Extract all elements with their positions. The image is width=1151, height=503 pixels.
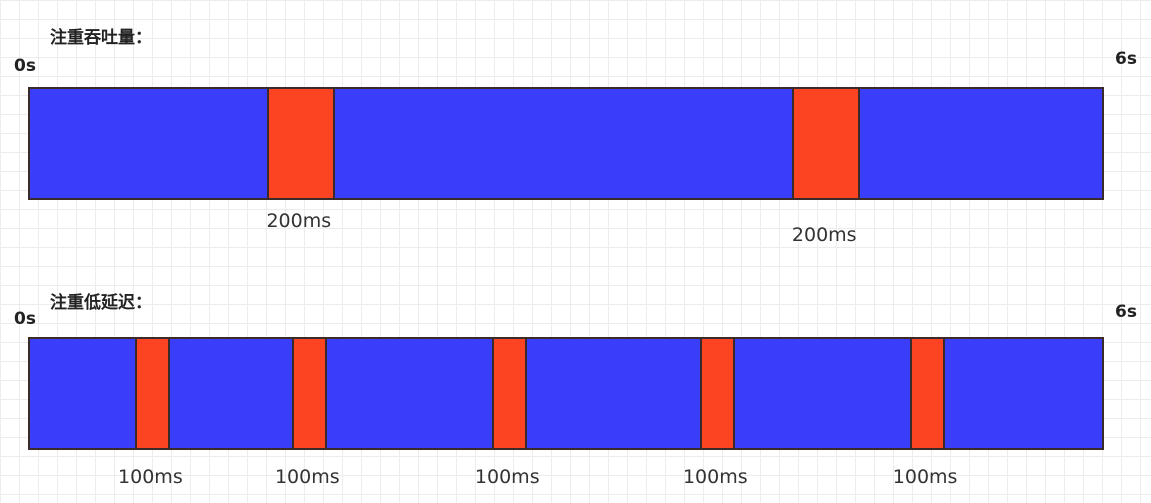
throughput-pause-segment bbox=[792, 89, 861, 198]
throughput-pause-segment bbox=[266, 89, 335, 198]
throughput-pause-label: 200ms bbox=[266, 210, 332, 232]
throughput-end-label: 6s bbox=[1115, 49, 1137, 69]
latency-pause-segment bbox=[291, 339, 327, 448]
throughput-start-label: 0s bbox=[14, 56, 36, 76]
latency-end-label: 6s bbox=[1115, 302, 1137, 322]
throughput-title: 注重吞吐量： bbox=[50, 28, 152, 48]
latency-pause-label: 100ms bbox=[474, 466, 540, 488]
latency-timeline-bar bbox=[28, 337, 1104, 450]
latency-pause-segment bbox=[699, 339, 735, 448]
latency-pause-label: 100ms bbox=[682, 466, 748, 488]
latency-pause-label: 100ms bbox=[274, 466, 340, 488]
latency-pause-label: 100ms bbox=[892, 466, 958, 488]
latency-start-label: 0s bbox=[14, 309, 36, 329]
throughput-pause-label: 200ms bbox=[791, 224, 857, 246]
latency-pause-segment bbox=[491, 339, 527, 448]
throughput-timeline-bar bbox=[28, 87, 1104, 200]
latency-pause-segment bbox=[134, 339, 170, 448]
latency-pause-segment bbox=[909, 339, 945, 448]
latency-title: 注重低延迟： bbox=[50, 293, 152, 313]
latency-pause-label: 100ms bbox=[118, 466, 183, 488]
